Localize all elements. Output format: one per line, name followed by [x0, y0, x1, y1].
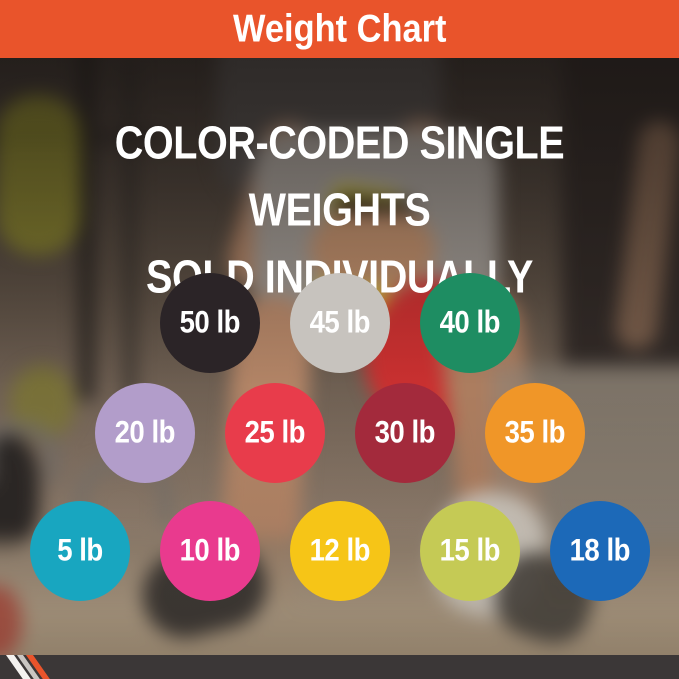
weight-label: 15 lb — [439, 533, 500, 568]
weight-row-3: 5 lb 10 lb 12 lb 15 lb 18 lb — [0, 501, 679, 601]
weight-circle-45lb: 45 lb — [289, 273, 390, 373]
weight-circle-30lb: 30 lb — [354, 383, 455, 483]
weight-circle-40lb: 40 lb — [419, 273, 520, 373]
weight-label: 18 lb — [569, 533, 630, 568]
weight-label: 45 lb — [309, 305, 370, 340]
weight-circle-50lb: 50 lb — [159, 273, 260, 373]
banner: Weight Chart — [0, 0, 679, 58]
weight-circle-35lb: 35 lb — [484, 383, 585, 483]
footer-stripes — [0, 655, 80, 679]
weight-circle-25lb: 25 lb — [224, 383, 325, 483]
headline-line-1: COLOR-CODED SINGLE WEIGHTS — [114, 117, 565, 236]
weight-label: 50 lb — [179, 305, 240, 340]
banner-title: Weight Chart — [232, 6, 447, 51]
weight-row-1: 50 lb 45 lb 40 lb — [0, 273, 679, 373]
weight-label: 30 lb — [374, 415, 435, 450]
weight-circle-15lb: 15 lb — [419, 501, 520, 601]
weight-circle-10lb: 10 lb — [159, 501, 260, 601]
weight-label: 12 lb — [309, 533, 370, 568]
weight-label: 35 lb — [504, 415, 565, 450]
weight-label: 25 lb — [244, 415, 305, 450]
weight-label: 20 lb — [114, 415, 175, 450]
footer-bar — [0, 655, 679, 679]
weight-label: 40 lb — [439, 305, 500, 340]
weight-circle-12lb: 12 lb — [289, 501, 390, 601]
weight-row-2: 20 lb 25 lb 30 lb 35 lb — [0, 383, 679, 483]
weight-circle-18lb: 18 lb — [549, 501, 650, 601]
weight-label: 10 lb — [179, 533, 240, 568]
weight-label: 5 lb — [56, 533, 103, 568]
weight-circle-5lb: 5 lb — [29, 501, 130, 601]
weight-circle-20lb: 20 lb — [94, 383, 195, 483]
